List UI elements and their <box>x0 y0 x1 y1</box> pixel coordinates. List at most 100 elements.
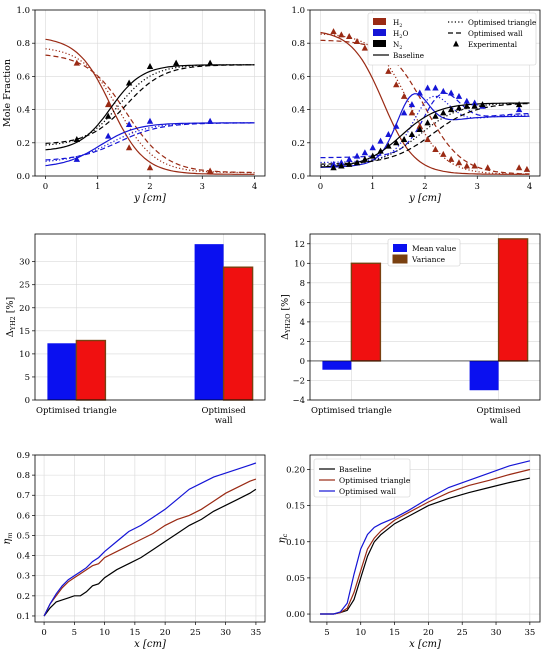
y-tick-label: 10 <box>294 259 305 269</box>
y-tick-label: 0.2 <box>16 592 30 602</box>
x-tick-label: 0 <box>318 182 323 192</box>
marker-h2 <box>362 45 368 51</box>
x-tick-label: 15 <box>389 628 400 638</box>
y-tick-label: 6 <box>300 298 305 308</box>
legend-label-main: Experimental <box>468 40 518 49</box>
marker-h2 <box>440 151 446 157</box>
y-axis-label: ΔYH2O [%] <box>280 294 292 340</box>
marker-h2o <box>105 133 111 139</box>
marker-h2 <box>456 159 462 165</box>
legend-label-baseline: Baseline <box>339 465 372 474</box>
marker-n2 <box>440 109 446 115</box>
y-tick-label: 0 <box>25 396 30 406</box>
category-label-line: Optimised <box>202 406 247 416</box>
legend-label-experimental: Experimental <box>468 40 518 49</box>
y-tick-label: 10 <box>19 350 30 360</box>
category-label-line: Optimised triangle <box>36 406 117 416</box>
marker-h2 <box>401 93 407 99</box>
legend-swatch-n2 <box>373 40 386 47</box>
y-tick-label: 0.0 <box>16 172 30 182</box>
eta-c-panel: 5 10 15 20 25 30 35 0.00 0.05 0.10 0.15 0.20 x [cm] η… <box>277 455 540 650</box>
legend-label-baseline: Baseline <box>393 51 424 60</box>
y-tick-label: 0.3 <box>16 572 30 582</box>
marker-h2 <box>485 164 491 170</box>
marker-h2o <box>456 93 462 99</box>
marker-n2 <box>409 131 415 137</box>
y-tick-label: 0.00 <box>286 610 305 620</box>
y-tick-label: 0.05 <box>286 574 305 584</box>
x-tick-label: 30 <box>491 628 502 638</box>
bar-mean <box>47 343 76 400</box>
x-tick-label: 1 <box>95 182 100 192</box>
y-tick-label: 0.5 <box>16 531 30 541</box>
marker-h2 <box>393 81 399 87</box>
y-tick-label: 20 <box>19 304 30 314</box>
marker-h2o <box>207 118 213 124</box>
y-tick-label: 0.4 <box>16 552 30 562</box>
x-tick-label: 3 <box>200 182 205 192</box>
marker-h2o <box>362 149 368 155</box>
x-axis-label: y [cm] <box>133 193 166 204</box>
y-axis-label: ηm <box>2 532 14 544</box>
marker-h2 <box>346 33 352 39</box>
x-axis-label: y [cm] <box>408 193 441 204</box>
legend-label-tail: O <box>402 29 408 38</box>
legend-swatch-mean <box>393 244 407 252</box>
x-tick-label: 30 <box>220 628 231 638</box>
y-tick-label: 0.2 <box>291 139 305 149</box>
marker-h2o <box>377 138 383 144</box>
y-tick-label: 0.6 <box>16 511 30 521</box>
legend: Mean valueVariance <box>388 239 460 266</box>
x-tick-label: 2 <box>422 182 427 192</box>
y-axis-label-subscript: m <box>6 532 14 538</box>
category-label-line: Optimised triangle <box>311 406 392 416</box>
marker-h2 <box>409 109 415 115</box>
legend-label-triangle: Optimised triangle <box>339 476 411 485</box>
marker-h2 <box>516 164 522 170</box>
x-tick-label: 35 <box>251 628 262 638</box>
x-tick-label: 15 <box>129 628 140 638</box>
line-wall <box>44 463 256 616</box>
category-label-line: Optimised <box>477 406 522 416</box>
y-axis-label-subscript: YH2 <box>9 316 17 331</box>
y-tick-label: 2 <box>300 337 305 347</box>
y-tick-label: 12 <box>294 240 305 250</box>
y-tick-label: 1.0 <box>291 6 305 16</box>
x-tick-label: 20 <box>160 628 171 638</box>
x-axis-label: x [cm] <box>409 639 441 650</box>
y-tick-label: −2 <box>292 376 305 386</box>
y-tick-label: 25 <box>19 281 30 291</box>
category-label: Optimised wall <box>202 406 247 426</box>
legend-label-triangle: Optimised triangle <box>468 18 536 27</box>
marker-n2 <box>401 136 407 142</box>
category-label-line: wall <box>490 416 508 426</box>
legend-swatch-h2 <box>373 18 386 25</box>
marker-h2o <box>448 90 454 96</box>
y-tick-label: 0.15 <box>286 502 305 512</box>
bar-variance <box>499 239 528 361</box>
y-tick-label: 0.6 <box>16 72 30 82</box>
y-tick-label: 0.4 <box>291 106 305 116</box>
y-tick-label: 0.4 <box>16 106 30 116</box>
delta-h2-bar-panel: 0 5 10 15 20 25 30 Optimised triangle Optimised w… <box>5 234 265 426</box>
x-tick-label: 4 <box>252 182 257 192</box>
legend-label-wall: Optimised wall <box>468 29 523 38</box>
y-axis-label: Mole Fraction <box>2 59 13 127</box>
y-tick-label: 4 <box>300 318 305 328</box>
x-tick-label: 10 <box>99 628 110 638</box>
bar-mean <box>322 361 351 370</box>
y-tick-label: 30 <box>19 258 30 268</box>
x-tick-label: 4 <box>527 182 532 192</box>
y-tick-label: 0.8 <box>16 39 30 49</box>
bar-variance <box>351 263 380 361</box>
y-tick-label: 15 <box>19 327 30 337</box>
marker-h2 <box>338 31 344 37</box>
y-tick-label: 1.0 <box>16 6 30 16</box>
marker-n2 <box>173 60 179 66</box>
line-baseline <box>44 489 256 616</box>
marker-h2o <box>354 153 360 159</box>
legend-label-main: Baseline <box>393 51 424 60</box>
y-axis-label-subscript: c <box>281 533 289 537</box>
bar-variance <box>224 267 253 400</box>
